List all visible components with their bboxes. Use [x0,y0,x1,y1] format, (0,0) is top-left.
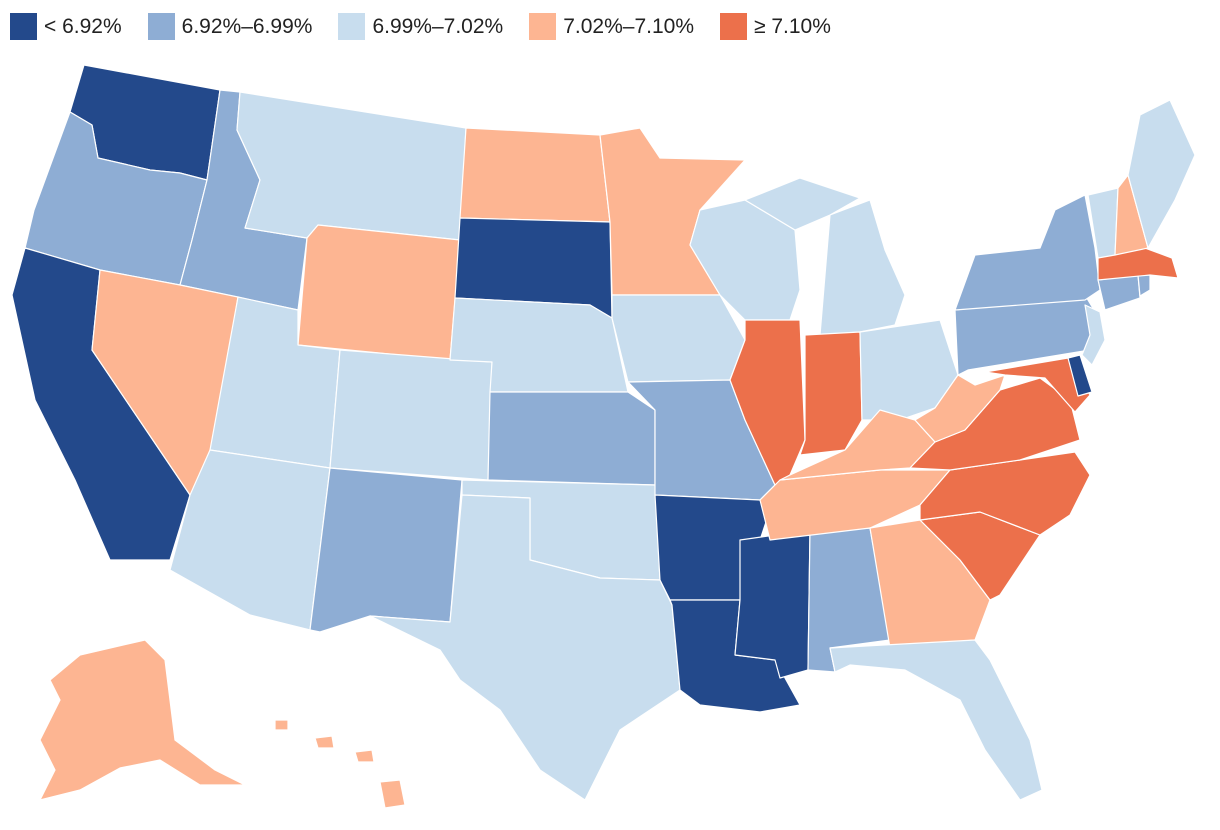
legend-item-5: ≥ 7.10% [720,13,831,40]
state-nd[interactable] [459,127,611,223]
state-ak[interactable] [39,639,246,801]
legend: < 6.92% 6.92%–6.99% 6.99%–7.02% 7.02%–7.… [10,13,857,40]
state-co[interactable] [329,349,493,481]
legend-label-3: 6.99%–7.02% [372,15,504,38]
legend-swatch-5 [720,13,747,40]
state-wv[interactable] [914,374,1006,443]
legend-item-4: 7.02%–7.10% [529,13,694,40]
legend-swatch-3 [338,13,366,40]
state-wy[interactable] [297,224,461,361]
legend-swatch-2 [147,13,175,40]
legend-label-1: < 6.92% [44,15,122,38]
state-mi[interactable] [744,177,906,336]
state-ia[interactable] [611,294,746,383]
legend-label-5: ≥ 7.10% [754,15,831,38]
state-ny[interactable] [954,194,1101,311]
state-mt[interactable] [236,91,467,241]
state-hi[interactable] [274,719,406,809]
legend-item-3: 6.99%–7.02% [338,13,503,40]
state-nj[interactable] [1081,304,1106,366]
state-fl[interactable] [829,639,1043,801]
legend-label-4: 7.02%–7.10% [563,15,694,38]
state-in[interactable] [799,331,863,456]
legend-swatch-4 [529,13,557,40]
legend-item-2: 6.92%–6.99% [147,13,313,40]
state-ms[interactable] [734,529,811,679]
state-me[interactable] [1127,99,1196,249]
state-de[interactable] [1067,354,1093,397]
state-ri[interactable] [1137,274,1151,297]
legend-item-1: < 6.92% [10,13,122,40]
state-ct[interactable] [1097,274,1141,311]
state-nm[interactable] [309,467,463,633]
legend-label-2: 6.92%–6.99% [181,15,313,38]
state-ks[interactable] [487,391,656,486]
legend-swatch-1 [10,13,37,40]
state-tx[interactable] [369,494,681,801]
